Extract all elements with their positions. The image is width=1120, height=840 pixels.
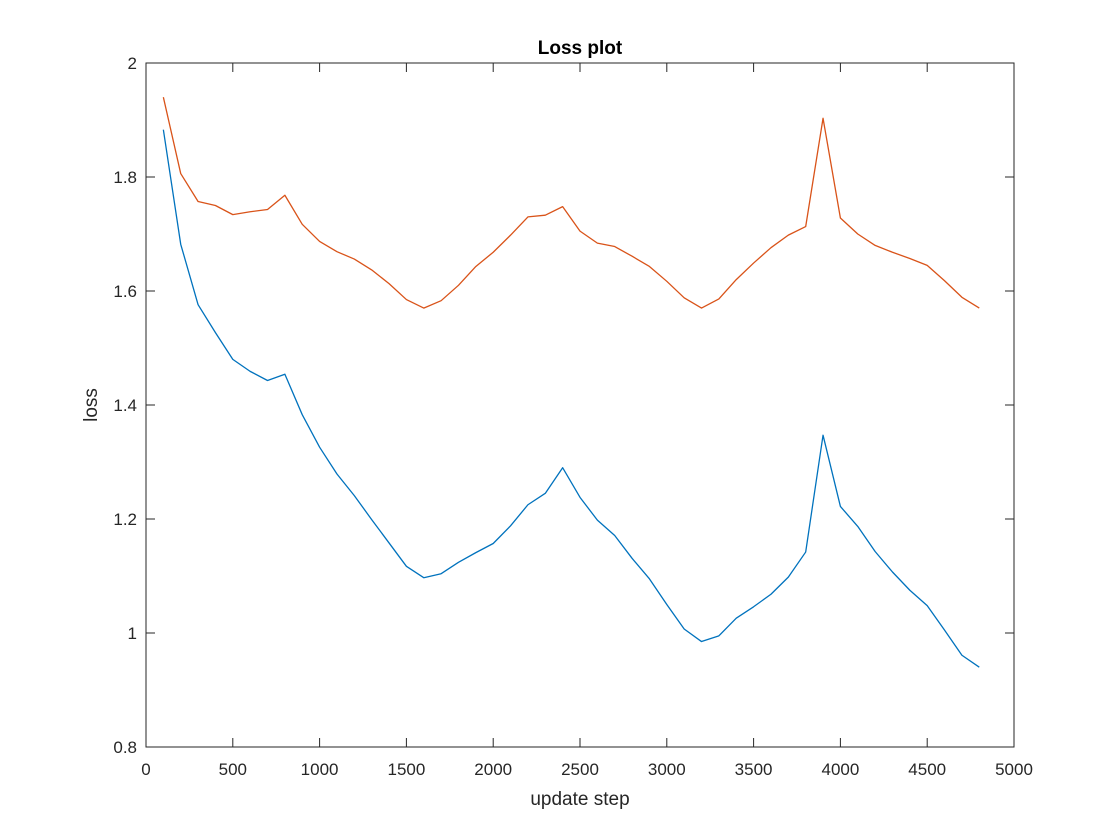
y-tick-label: 0.8 [113,738,137,757]
x-tick-label: 4000 [821,760,859,779]
chart-title: Loss plot [538,38,623,59]
y-tick-label: 1.4 [113,396,137,415]
x-tick-label: 3500 [735,760,773,779]
y-tick-labels: 0.8 1 1.2 1.4 1.6 1.8 2 [113,54,137,757]
y-tick-label: 2 [128,54,137,73]
x-tick-label: 5000 [995,760,1033,779]
ticks-layer [145,62,1015,748]
x-tick-label: 2000 [474,760,512,779]
plot-background [146,63,1014,747]
series-line-2 [162,97,980,309]
x-tick-label: 1000 [301,760,339,779]
y-tick-label: 1.6 [113,282,137,301]
x-tick-label: 0 [141,760,150,779]
x-tick-label: 3000 [648,760,686,779]
x-tick-label: 1500 [387,760,425,779]
y-tick-label: 1.2 [113,510,137,529]
x-axis-label: update step [530,789,629,810]
series-line-1 [162,129,980,668]
x-tick-label: 4500 [908,760,946,779]
x-tick-labels: 0 500 1000 1500 2000 2500 3000 3500 4000 4500 5000 [141,760,1033,779]
series-layer [162,97,980,668]
y-tick-label: 1 [128,624,137,643]
x-tick-label: 2500 [561,760,599,779]
y-tick-label: 1.8 [113,168,137,187]
x-tick-label: 500 [219,760,247,779]
y-axis-label: loss [81,388,102,422]
